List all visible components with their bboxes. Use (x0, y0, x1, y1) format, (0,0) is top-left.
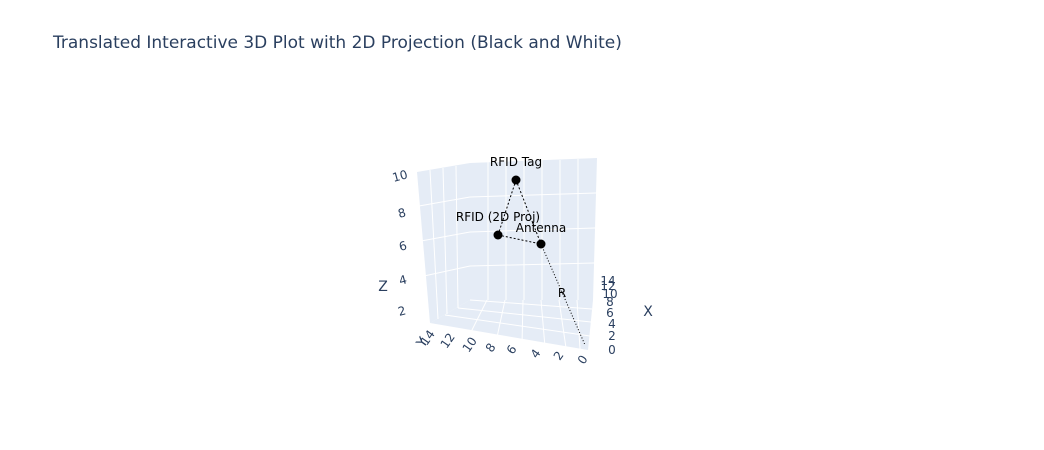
grid-line (423, 265, 471, 277)
trace-tag-to-projection (497, 179, 517, 236)
z-tick-label: 4 (397, 272, 408, 288)
x-tick-label: 2 (608, 329, 616, 343)
trace-antenna-to-origin-r (540, 243, 586, 346)
grid-line (469, 262, 595, 267)
point-label-antenna: Antenna (516, 221, 566, 235)
y-tick-label: 8 (483, 341, 499, 355)
grid-line (521, 299, 524, 346)
markers (493, 175, 546, 249)
z-axis-ticks: 2 4 6 8 10 (391, 167, 409, 318)
grid-line (558, 299, 567, 349)
grid-line (469, 227, 596, 233)
y-tick-label: 0 (575, 353, 591, 367)
x-tick-label: 14 (600, 274, 615, 288)
x-tick-label: 4 (608, 317, 616, 331)
y-tick-label: 10 (460, 334, 480, 355)
grid-lines (418, 159, 597, 350)
z-tick-label: 6 (397, 238, 408, 254)
grid-line (455, 165, 459, 309)
grid-line (467, 299, 488, 339)
marker-antenna (536, 239, 546, 249)
grid-line (457, 307, 592, 323)
point-label-rfid-tag: RFID Tag (490, 155, 542, 169)
x-tick-label: 0 (608, 343, 616, 357)
grid-line (469, 299, 593, 310)
z-axis-title: Z (378, 279, 388, 295)
grid-line (576, 299, 581, 350)
x-tick-label: 8 (606, 295, 614, 309)
x-axis-title: X (643, 304, 653, 320)
point-label-rfid-2d-proj: RFID (2D Proj) (456, 210, 540, 224)
y-tick-label: 12 (438, 330, 458, 351)
z-tick-label: 8 (396, 205, 407, 221)
trace-projection-to-antenna (497, 234, 542, 245)
trace-tag-to-antenna (515, 179, 542, 245)
marker-rfid-2d-proj (493, 230, 503, 240)
x-tick-label: 6 (606, 306, 614, 320)
z-tick-label: 2 (396, 303, 407, 319)
grid-line (540, 299, 546, 348)
grid-line (495, 299, 506, 343)
chart-title: Translated Interactive 3D Plot with 2D P… (53, 33, 622, 53)
y-tick-label: 6 (504, 343, 520, 357)
grid-line (442, 167, 448, 315)
grid-line (429, 169, 439, 320)
grid-line (418, 196, 471, 207)
x-tick-label: 12 (600, 279, 615, 293)
z-tick-label: 10 (391, 167, 409, 184)
y-tick-label: 2 (551, 349, 567, 363)
marker-rfid-tag (511, 175, 521, 185)
x-tick-label: 10 (602, 287, 617, 301)
traces (497, 179, 586, 346)
grid-line (444, 314, 591, 337)
annotation-r: R (558, 286, 566, 300)
y-tick-label: 4 (528, 347, 544, 361)
grid-line (469, 192, 597, 198)
grid-line (420, 231, 471, 242)
